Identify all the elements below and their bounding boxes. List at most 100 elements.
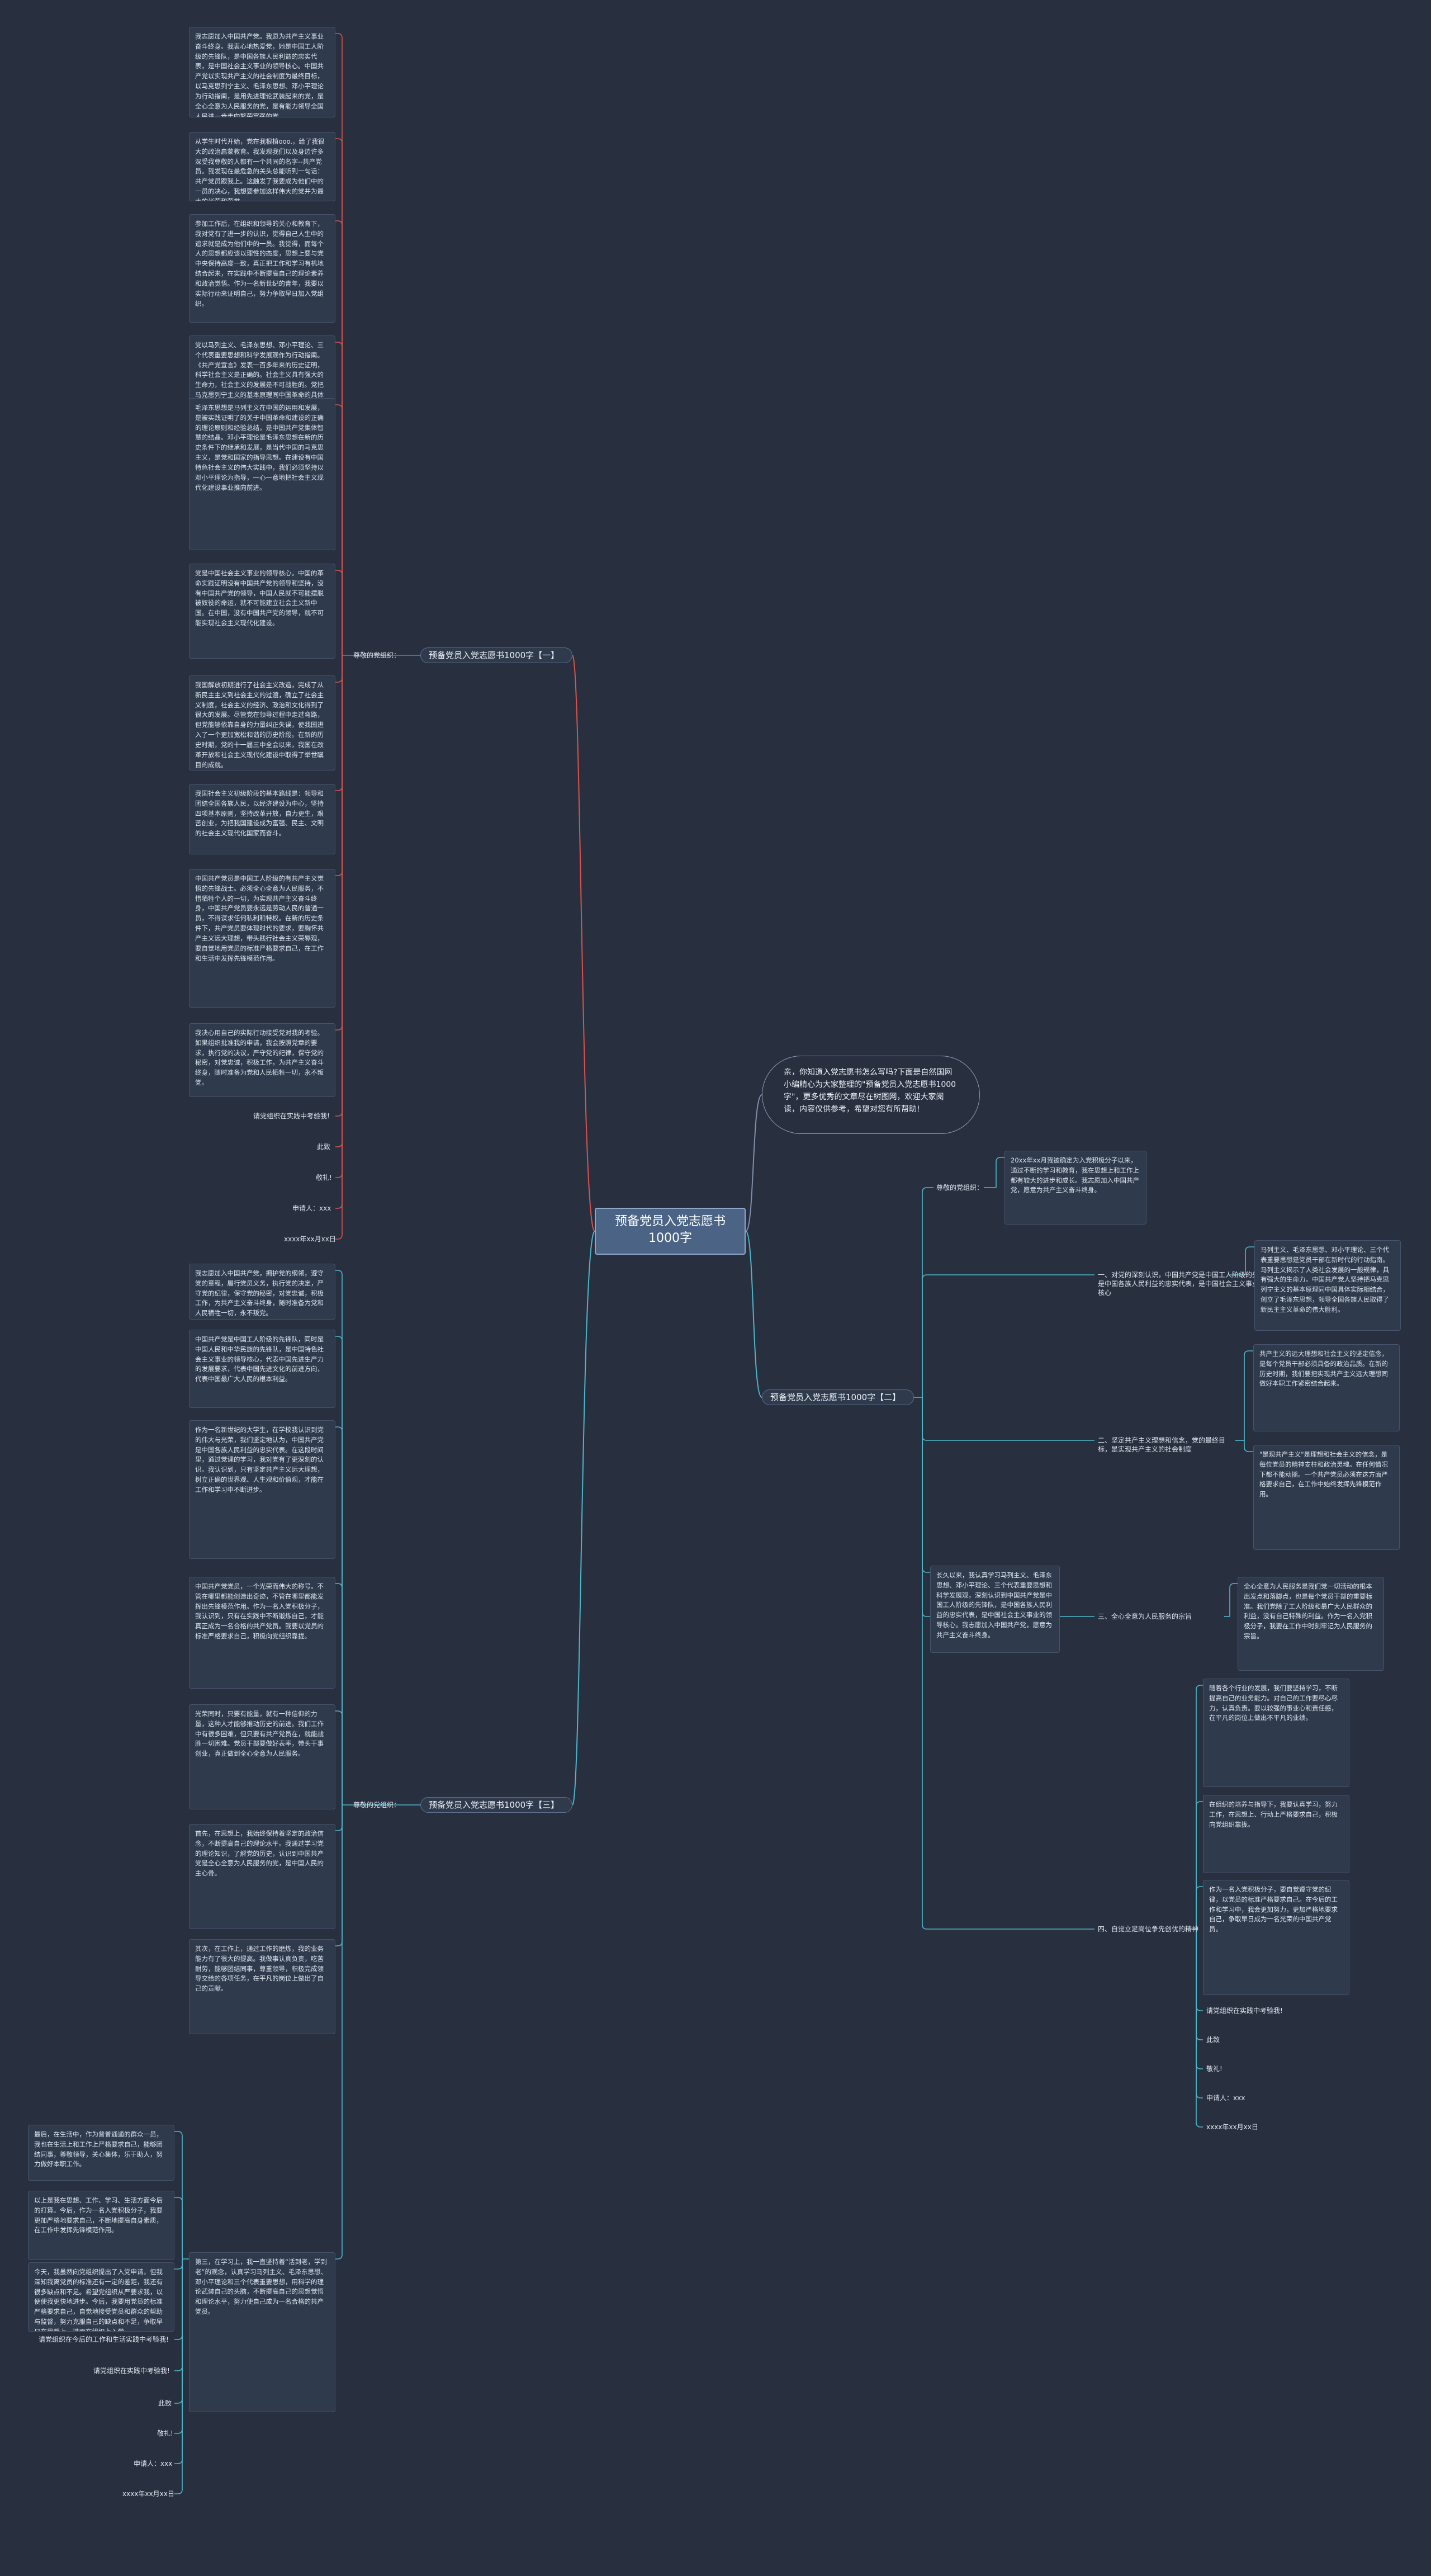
s3-extra-link bbox=[174, 2259, 183, 2270]
s2-p2-link bbox=[1244, 1440, 1253, 1452]
s2-closing-line: 申请人：xxx bbox=[1206, 2094, 1245, 2102]
s1-paragraph: 我决心用自己的实际行动接受党对我的考验。如果组织批准我的申请，我会按照党章的要求… bbox=[189, 1023, 335, 1097]
s1-link bbox=[335, 220, 343, 655]
s2-p4-link bbox=[1196, 1929, 1203, 2098]
s2-opening: 20xx年xx月我被确定为入党积极分子以来，通过不断的学习和教育，我在思想上和工… bbox=[1004, 1151, 1146, 1225]
s1-link bbox=[335, 138, 343, 655]
s2-p4-link bbox=[1196, 1685, 1203, 1929]
s3-extra-paragraph: 最后，在生活中，作为普普通通的群众一员，我也在生活上和工作上严格要求自己，能够团… bbox=[28, 2125, 174, 2181]
s3-paragraph: 中国共产党是中国工人阶级的先锋队，同时是中国人民和中华民族的先锋队，是中国特色社… bbox=[189, 1330, 335, 1408]
s3-extra-link bbox=[174, 2259, 183, 2404]
s2-point-2[interactable]: 二、坚定共产主义理想和信念，党的最终目标，是实现共产主义的社会制度 bbox=[1098, 1436, 1226, 1453]
s3-extra-paragraph: 以上是我在思想、工作、学习、生活方面今后的打算。今后，作为一名入党积极分子，我要… bbox=[28, 2191, 174, 2260]
mindmap-root[interactable]: 预备党员入党志愿书1000字 bbox=[595, 1208, 746, 1255]
s3-extra-link bbox=[174, 2197, 183, 2259]
s3-paragraph: 中国共产党党员，一个光荣而伟大的称号。不管在哪里都能创造出奇迹，不管在哪里都能发… bbox=[189, 1577, 335, 1689]
s3-closing-line: xxxx年xx月xx日 bbox=[122, 2490, 174, 2498]
s1-paragraph: 参加工作后，在组织和领导的关心和教育下，我对党有了进一步的认识，觉得自己人生中的… bbox=[189, 214, 335, 323]
s1-link bbox=[335, 33, 343, 655]
s2-p4-link bbox=[1196, 1929, 1203, 2040]
s1-link bbox=[335, 655, 343, 1147]
s2-point-2-detail: 共产主义的远大理想和社会主义的坚定信念，是每个党员干部必须具备的政治品质。在新的… bbox=[1253, 1344, 1400, 1431]
s1-link bbox=[335, 655, 343, 1031]
s1-paragraph: 毛泽东思想是马列主义在中国的运用和发展，是被实践证明了的关于中国革命和建设的正确… bbox=[189, 398, 335, 550]
s2-point-4-detail: 在组织的培养与指导下，我要认真学习，努力工作，在思想上、行动上严格要求自己，积极… bbox=[1203, 1795, 1349, 1873]
s2-closing-line: 敬礼! bbox=[1206, 2065, 1222, 2073]
s1-closing-line: 此致 bbox=[317, 1143, 331, 1151]
s1-link bbox=[335, 655, 343, 1209]
s1-paragraph: 我国解放初期进行了社会主义改造，完成了从新民主主义到社会主义的过渡，确立了社会主… bbox=[189, 675, 335, 771]
root-link bbox=[572, 1231, 595, 1805]
s3-closing-line: 此致 bbox=[158, 2399, 172, 2407]
s3-link bbox=[335, 1426, 343, 1805]
s1-closing-line: xxxx年xx月xx日 bbox=[284, 1235, 336, 1243]
s3-link bbox=[335, 1336, 343, 1805]
section-1-title[interactable]: 预备党员入党志愿书1000字【一】 bbox=[420, 647, 572, 663]
s2-closing-line: 请党组织在实践中考验我! bbox=[1206, 2007, 1283, 2015]
s3-extra-link bbox=[174, 2131, 183, 2259]
s2-p3-link bbox=[1229, 1583, 1238, 1617]
s2-p4-link bbox=[1196, 1929, 1203, 2011]
root-link bbox=[572, 655, 595, 1232]
s1-link bbox=[335, 655, 343, 683]
s2-point-4[interactable]: 四、自觉立足岗位争先创优的精神 bbox=[1098, 1925, 1199, 1933]
s1-paragraph: 党是中国社会主义事业的领导核心。中国的革命实践证明没有中国共产党的领导和坚持，没… bbox=[189, 564, 335, 659]
s2-point-1-detail: 马列主义、毛泽东思想、邓小平理论、三个代表重要思想是党员干部在新时代的行动指南。… bbox=[1254, 1240, 1401, 1331]
section-2-title[interactable]: 预备党员入党志愿书1000字【二】 bbox=[762, 1389, 914, 1405]
s2-link bbox=[922, 1397, 930, 1573]
s3-extra-link bbox=[174, 2259, 183, 2371]
s1-link bbox=[335, 655, 343, 876]
s1-link bbox=[335, 655, 343, 1240]
s3-extra-link bbox=[174, 2259, 183, 2494]
section-3-salutation: 尊敬的党组织： bbox=[353, 1801, 401, 1809]
s3-extra-paragraph: 今天，我虽然向党组织提出了入党申请，但我深知我离党员的标准还有一定的差距，我还有… bbox=[28, 2262, 174, 2332]
s3-closing-line: 请党组织在今后的工作和生活实践中考验我! bbox=[39, 2336, 169, 2343]
root-link bbox=[745, 1094, 762, 1232]
s3-closing-line: 敬礼! bbox=[157, 2430, 173, 2437]
s3-paragraph: 其次，在工作上，通过工作的磨炼，我的业务能力有了很大的提高。我做事认真负责，吃苦… bbox=[189, 1939, 335, 2034]
s2-link bbox=[922, 1397, 1094, 1441]
section-1-salutation: 尊敬的党组织： bbox=[353, 651, 401, 659]
s3-link bbox=[335, 1805, 343, 1946]
s1-paragraph: 我志愿加入中国共产党。我愿为共产主义事业奋斗终身。我衷心地热爱党，她是中国工人阶… bbox=[189, 27, 335, 117]
s2-link bbox=[922, 1397, 1094, 1930]
s2-closing-line: 此致 bbox=[1206, 2036, 1220, 2044]
s2-p1-link bbox=[1245, 1246, 1254, 1275]
s3-closing-line: 请党组织在实践中考验我! bbox=[93, 2367, 170, 2375]
s2-open-link bbox=[996, 1157, 1004, 1188]
s2-p4-link bbox=[1196, 1886, 1203, 1929]
s2-point-4-detail: 作为一名入党积极分子，要自觉遵守党的纪律，以党员的标准严格要求自己。在今后的工作… bbox=[1203, 1880, 1349, 1995]
s2-p4-link bbox=[1196, 1929, 1203, 2069]
s2-point-2-detail: "是现共产主义"是理想和社会主义的信念，是每位党员的精神支柱和政治灵魂。在任何情… bbox=[1253, 1445, 1400, 1550]
s3-link bbox=[335, 1805, 343, 1831]
s1-link bbox=[335, 655, 343, 1178]
section-3-title[interactable]: 预备党员入党志愿书1000字【三】 bbox=[420, 1797, 572, 1813]
s1-paragraph: 我国社会主义初级阶段的基本路线是：领导和团结全国各族人民，以经济建设为中心，坚持… bbox=[189, 784, 335, 854]
s3-extra-link bbox=[174, 2259, 183, 2340]
section-2-salutation: 尊敬的党组织： bbox=[936, 1184, 984, 1192]
s1-link bbox=[335, 342, 343, 655]
s2-point-1[interactable]: 一、对党的深刻认识，中国共产党是中国工人阶级的先锋队，是中国各族人民利益的忠实代… bbox=[1098, 1271, 1280, 1297]
s3-extra-link bbox=[174, 2259, 183, 2434]
s3-paragraph: 作为一名新世纪的大学生，在学校我认识到党的伟大与光荣，我们坚定地认为，中国共产党… bbox=[189, 1420, 335, 1559]
s3-link bbox=[335, 1710, 343, 1805]
root-link bbox=[745, 1231, 762, 1398]
intro-note: 亲，你知道入党志愿书怎么写吗?下面是自然国网小编精心为大家整理的"预备党员入党志… bbox=[762, 1056, 980, 1134]
s2-point-4-detail: 随着各个行业的发展，我们要坚持学习，不断提高自己的业务能力。对自己的工作要尽心尽… bbox=[1203, 1679, 1349, 1787]
s1-link bbox=[335, 655, 343, 791]
s2-closing: 长久以来，我认真学习马列主义、毛泽东思想、邓小平理论、三个代表重要思想和科学发展… bbox=[930, 1566, 1060, 1653]
s2-point-3-detail: 全心全意为人民服务是我们党一切活动的根本出发点和落脚点，也是每个党员干部的重要标… bbox=[1238, 1577, 1384, 1671]
s3-paragraph: 首先，在思想上，我始终保持着坚定的政治信念，不断提高自己的理论水平。我通过学习党… bbox=[189, 1824, 335, 1929]
s3-link bbox=[335, 1583, 343, 1805]
s2-p2-link bbox=[1244, 1350, 1253, 1440]
s1-paragraph: 中国共产党员是中国工人阶级的有共产主义觉悟的先锋战士。必须全心全意为人民服务，不… bbox=[189, 869, 335, 1008]
s3-link bbox=[335, 1805, 343, 2260]
s1-closing-line: 请党组织在实践中考验我! bbox=[253, 1112, 330, 1120]
s3-paragraph: 光荣同时，只要有能量，就有一种信仰的力量，这种人才能够推动历史的前进。我们工作中… bbox=[189, 1704, 335, 1809]
s1-closing-line: 敬礼! bbox=[316, 1174, 332, 1181]
s3-link bbox=[335, 1270, 343, 1805]
s2-p4-link bbox=[1196, 1801, 1203, 1929]
s2-point-3[interactable]: 三、全心全意为人民服务的宗旨 bbox=[1098, 1613, 1192, 1620]
s1-link bbox=[335, 655, 343, 1117]
